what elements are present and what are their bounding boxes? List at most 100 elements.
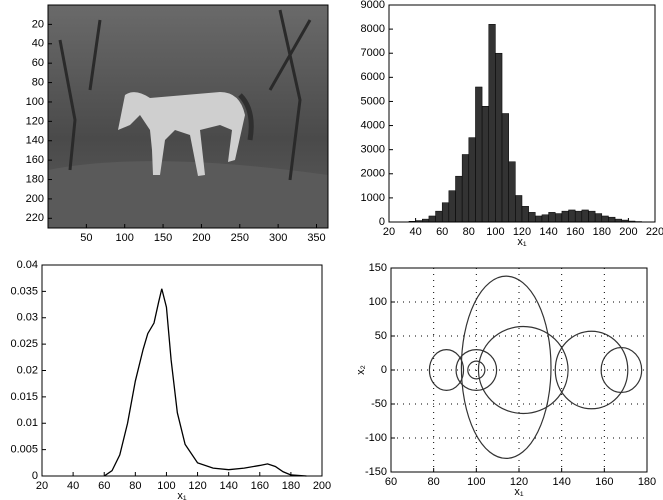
bar <box>481 106 490 223</box>
axes-frame <box>390 267 648 473</box>
bar <box>475 86 483 223</box>
y-tick-label: 0.04 <box>17 259 38 271</box>
y-tick-label: 4000 <box>361 119 385 131</box>
x-tick-label: 160 <box>595 476 613 488</box>
x-tick-label: 140 <box>539 226 557 238</box>
ellipse <box>460 275 552 460</box>
x-tick-label: 300 <box>269 232 287 244</box>
y-tick-label: 0.025 <box>10 338 38 350</box>
bar <box>588 210 596 223</box>
y-tick-label: 80 <box>32 76 44 88</box>
y-tick-label: 0 <box>32 470 38 482</box>
bar <box>501 113 509 223</box>
x-tick-label: 160 <box>251 480 269 492</box>
y-tick-label: 0.03 <box>17 312 38 324</box>
x-tick-label: 180 <box>593 226 611 238</box>
y-tick-label: 0.02 <box>17 364 38 376</box>
y-tick-label: 100 <box>369 296 387 308</box>
x-tick-label: 50 <box>80 232 92 244</box>
x-tick-label: 250 <box>231 232 249 244</box>
y-tick-label: 1000 <box>361 192 385 204</box>
x-tick-label: 100 <box>467 476 485 488</box>
y-tick-label: 2000 <box>361 168 385 180</box>
x-tick-label: 200 <box>619 226 637 238</box>
bar <box>528 212 536 223</box>
x-tick-label: 80 <box>463 226 475 238</box>
ellipse <box>477 325 569 415</box>
y-tick-label: 0 <box>381 364 387 376</box>
bar <box>441 202 450 223</box>
y-tick-label: 40 <box>32 38 44 50</box>
y-tick-label: -50 <box>371 398 387 410</box>
y-tick-label: 180 <box>26 173 44 185</box>
x-tick-label: 20 <box>383 226 395 238</box>
y-tick-label: 0.005 <box>10 444 38 456</box>
bar <box>574 210 583 223</box>
x-tick-label: 180 <box>282 480 300 492</box>
bar <box>448 190 456 223</box>
x-tick-label: 120 <box>513 226 531 238</box>
bar <box>608 216 616 223</box>
x-tick-label: 220 <box>646 226 663 238</box>
x-tick-label: 20 <box>36 480 48 492</box>
x-tick-label: 140 <box>552 476 570 488</box>
bar <box>508 161 516 223</box>
x-axis-label: x₁ <box>514 486 524 498</box>
x-tick-label: 200 <box>192 232 210 244</box>
y-tick-label: 60 <box>32 57 44 69</box>
bar <box>488 24 496 223</box>
y-tick-label: 7000 <box>361 47 385 59</box>
y-tick-label: 150 <box>369 262 387 274</box>
x-tick-label: 100 <box>157 480 175 492</box>
x-tick-label: 80 <box>428 476 440 488</box>
y-tick-label: 5000 <box>361 95 385 107</box>
x-tick-label: 140 <box>219 480 237 492</box>
y-tick-label: 0.01 <box>17 417 38 429</box>
x-tick-label: 60 <box>98 480 110 492</box>
y-tick-label: -150 <box>365 466 387 478</box>
y-tick-label: 3000 <box>361 144 385 156</box>
axes-frame <box>388 4 656 223</box>
y-tick-label: 220 <box>26 212 44 224</box>
ellipse <box>554 330 629 410</box>
x-tick-label: 40 <box>409 226 421 238</box>
y-tick-label: 0.035 <box>10 285 38 297</box>
x-tick-label: 350 <box>307 232 325 244</box>
bar <box>495 52 503 223</box>
x-tick-label: 60 <box>385 476 397 488</box>
x-tick-label: 180 <box>638 476 656 488</box>
x-tick-label: 100 <box>486 226 504 238</box>
bar <box>521 206 529 223</box>
y-axis-label: x₂ <box>355 365 367 375</box>
bar <box>541 214 549 223</box>
bar <box>594 213 603 223</box>
bar <box>428 215 436 223</box>
ellipse <box>455 349 498 392</box>
y-tick-label: 50 <box>375 330 387 342</box>
ellipse <box>428 349 465 392</box>
bar <box>515 195 523 223</box>
x-tick-label: 60 <box>436 226 448 238</box>
bar <box>461 154 470 223</box>
bar <box>435 210 443 223</box>
bar <box>601 215 609 223</box>
bar <box>468 137 476 223</box>
y-tick-label: 0.015 <box>10 391 38 403</box>
photo <box>48 5 328 228</box>
y-tick-label: 6000 <box>361 71 385 83</box>
y-tick-label: 8000 <box>361 23 385 35</box>
bar <box>455 175 463 223</box>
x-axis-label: x₁ <box>517 236 527 248</box>
y-tick-label: 20 <box>32 18 44 30</box>
bar <box>555 213 563 223</box>
y-tick-label: 0 <box>379 216 385 228</box>
x-tick-label: 100 <box>116 232 134 244</box>
density-line <box>103 288 307 477</box>
x-tick-label: 40 <box>67 480 79 492</box>
y-tick-label: 120 <box>26 115 44 127</box>
x-tick-label: 200 <box>313 480 331 492</box>
y-tick-label: 160 <box>26 154 44 166</box>
axes-frame <box>47 4 329 229</box>
axes-frame <box>41 264 323 477</box>
